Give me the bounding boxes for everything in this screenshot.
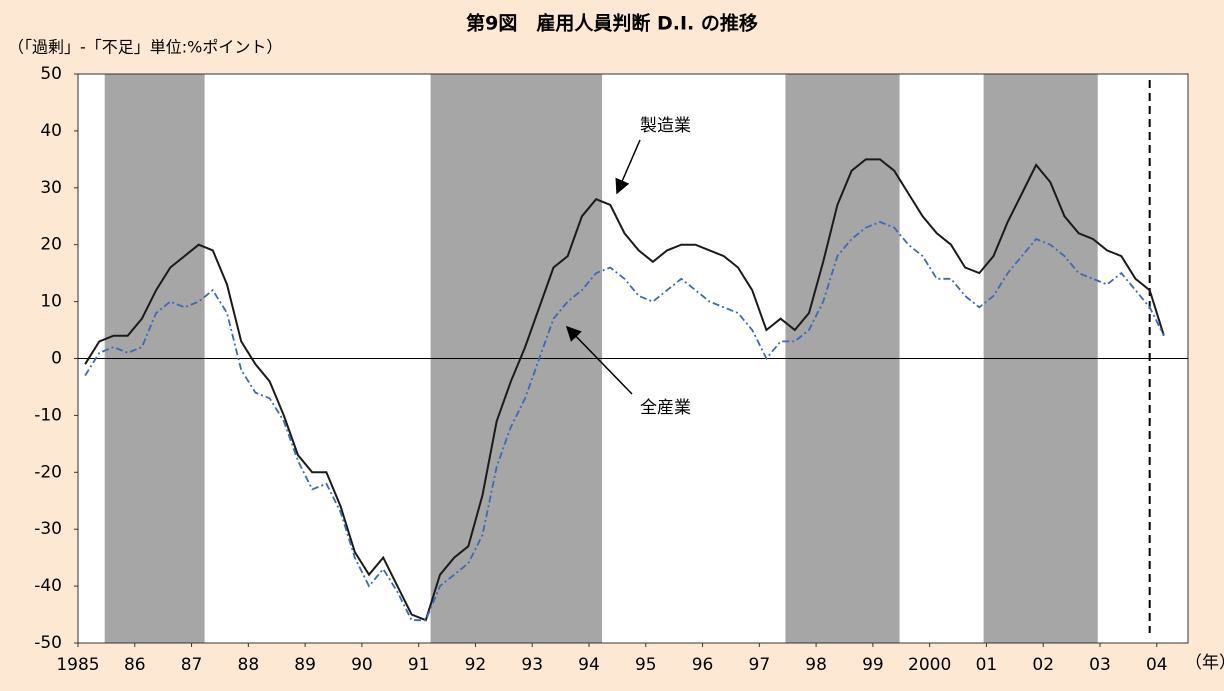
y-axis-label: （「過剰」-「不足」単位:%ポイント）	[8, 38, 282, 57]
x-tick-label: 90	[351, 655, 373, 675]
x-tick-label: 86	[124, 655, 146, 675]
x-axis-label: （年）	[1185, 653, 1224, 673]
x-tick-label: 94	[578, 655, 600, 675]
x-tick-label: 88	[238, 655, 260, 675]
x-tick-label: 89	[294, 655, 316, 675]
x-tick-label: 03	[1089, 655, 1111, 675]
x-tick-label: 97	[749, 655, 771, 675]
x-tick-label: 2000	[908, 655, 951, 675]
y-tick-label: -20	[34, 462, 62, 482]
x-tick-label: 92	[465, 655, 487, 675]
y-tick-label: 0	[51, 349, 62, 369]
y-tick-label: 10	[40, 292, 62, 312]
x-tick-label: 04	[1146, 655, 1168, 675]
annotation-arrow	[615, 139, 641, 195]
y-tick-label: -10	[34, 405, 62, 425]
x-tick-label: 99	[862, 655, 884, 675]
x-tick-label: 87	[181, 655, 203, 675]
x-tick-label: 96	[692, 655, 714, 675]
x-tick-label: 02	[1032, 655, 1054, 675]
x-tick-label: 91	[408, 655, 430, 675]
x-tick-label: 1985	[56, 655, 99, 675]
x-tick-label: 01	[976, 655, 998, 675]
x-tick-label: 93	[521, 655, 543, 675]
y-tick-label: -40	[34, 576, 62, 596]
y-tick-label: 50	[40, 64, 62, 84]
x-tick-label: 95	[635, 655, 657, 675]
chart-title: 第9図 雇用人員判断 D.I. の推移	[466, 12, 758, 35]
y-tick-label: -50	[34, 633, 62, 653]
y-tick-label: 20	[40, 235, 62, 255]
series-line	[84, 220, 1165, 622]
x-tick-label: 98	[805, 655, 827, 675]
series-line	[84, 158, 1165, 622]
y-tick-label: -30	[34, 519, 62, 539]
y-tick-label: 40	[40, 121, 62, 141]
annotation-arrow	[565, 325, 633, 395]
annotation: 全産業	[640, 398, 691, 418]
y-tick-label: 30	[40, 178, 62, 198]
annotation: 製造業	[640, 116, 691, 136]
